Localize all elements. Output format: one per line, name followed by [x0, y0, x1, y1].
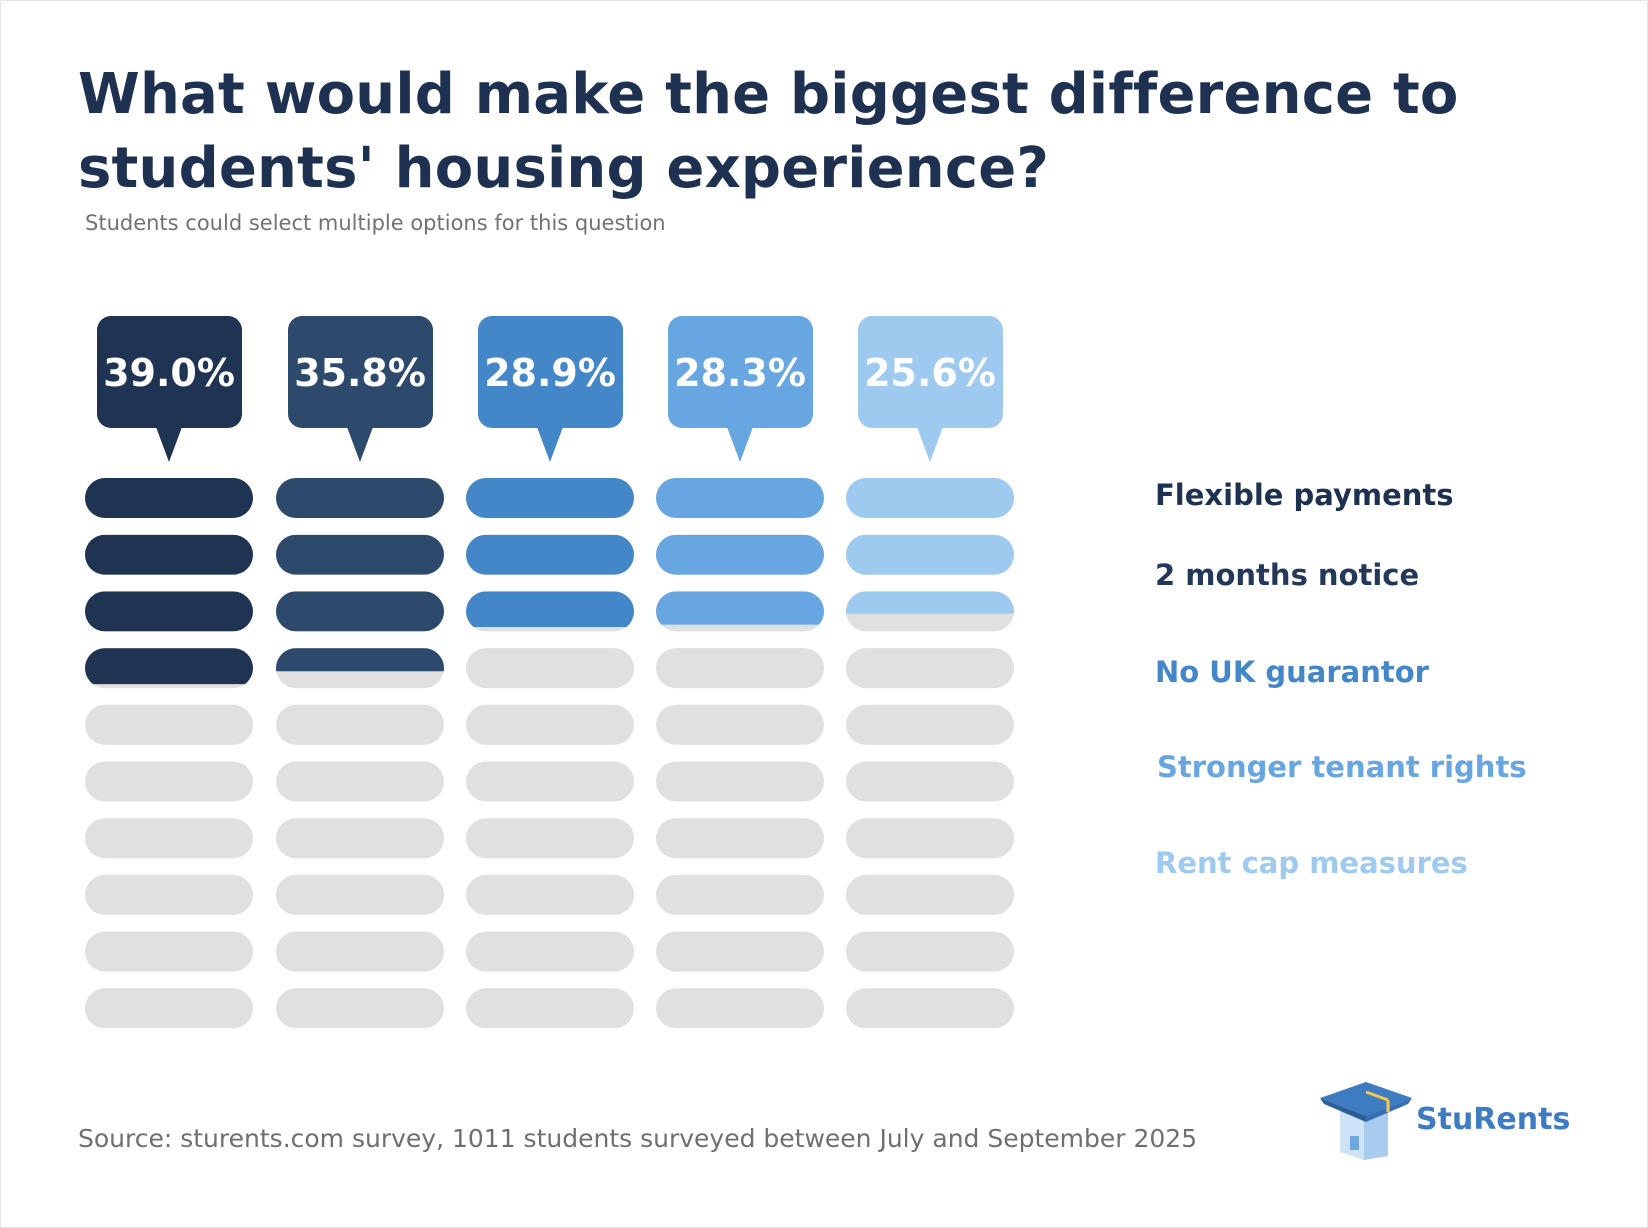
empty-pill — [466, 931, 634, 972]
legend-item-rent-cap-measures: Rent cap measures — [1155, 846, 1468, 880]
empty-pill — [656, 818, 824, 859]
value-bubble-pointer — [727, 427, 753, 462]
filled-pill — [846, 478, 1014, 518]
empty-pill — [656, 874, 824, 915]
empty-pill — [276, 988, 444, 1029]
brand-name: StuRents — [1416, 1102, 1571, 1137]
filled-pill — [466, 591, 634, 628]
filled-pill — [85, 478, 253, 518]
value-bubble-pointer — [917, 427, 943, 462]
empty-pill — [276, 874, 444, 915]
empty-pill — [656, 931, 824, 972]
graduation-cap-house-icon — [1320, 1082, 1412, 1160]
empty-pill — [466, 988, 634, 1029]
value-label: 35.8% — [294, 351, 426, 395]
filled-pill — [85, 648, 253, 685]
value-bubble — [97, 316, 242, 428]
filled-pill — [85, 534, 253, 575]
value-label: 39.0% — [103, 351, 235, 395]
chart-subtitle: Students could select multiple options f… — [85, 211, 666, 235]
value-label: 25.6% — [864, 351, 996, 395]
legend-item-stronger-tenant-rights: Stronger tenant rights — [1157, 750, 1527, 784]
filled-pill — [466, 478, 634, 518]
empty-pill — [276, 931, 444, 972]
empty-pill — [85, 874, 253, 915]
empty-pill — [85, 931, 253, 972]
value-label: 28.9% — [484, 351, 616, 395]
value-bubble-pointer — [156, 427, 182, 462]
empty-pill — [656, 648, 824, 689]
empty-pill — [276, 761, 444, 802]
empty-pill — [846, 704, 1014, 745]
filled-pill — [276, 534, 444, 575]
value-bubble — [478, 316, 623, 428]
legend-item-flexible-payments: Flexible payments — [1155, 478, 1454, 512]
empty-pill — [276, 704, 444, 745]
source-note: Source: sturents.com survey, 1011 studen… — [78, 1124, 1198, 1153]
value-bubble-pointer — [347, 427, 373, 462]
sturents-logo[interactable]: StuRents — [1318, 1080, 1571, 1160]
filled-pill — [656, 534, 824, 575]
empty-pill — [846, 988, 1014, 1029]
empty-pill — [466, 874, 634, 915]
value-label: 28.3% — [674, 351, 806, 395]
filled-pill — [85, 591, 253, 632]
chart-title: What would make the biggest difference t… — [78, 62, 1459, 201]
legend-item-no-uk-guarantor: No UK guarantor — [1155, 655, 1429, 689]
empty-pill — [466, 818, 634, 859]
empty-pill — [846, 931, 1014, 972]
empty-pill — [846, 874, 1014, 915]
value-bubble-pointer — [537, 427, 563, 462]
filled-pill — [276, 648, 444, 672]
filled-pill — [846, 534, 1014, 575]
empty-pill — [846, 818, 1014, 859]
empty-pill — [656, 704, 824, 745]
filled-pill — [276, 478, 444, 518]
empty-pill — [85, 761, 253, 802]
filled-pill — [466, 534, 634, 575]
empty-pill — [85, 988, 253, 1029]
legend-item-2-months-notice: 2 months notice — [1155, 558, 1420, 592]
value-bubble — [668, 316, 813, 428]
empty-pill — [846, 761, 1014, 802]
value-bubble — [858, 316, 1003, 428]
empty-pill — [656, 988, 824, 1029]
filled-pill — [656, 478, 824, 518]
filled-pill — [276, 591, 444, 632]
empty-pill — [85, 704, 253, 745]
empty-pill — [276, 818, 444, 859]
empty-pill — [466, 704, 634, 745]
value-bubble — [288, 316, 433, 428]
filled-pill — [846, 591, 1014, 614]
filled-pill — [656, 591, 824, 625]
empty-pill — [85, 818, 253, 859]
empty-pill — [466, 648, 634, 689]
empty-pill — [846, 648, 1014, 689]
empty-pill — [466, 761, 634, 802]
empty-pill — [656, 761, 824, 802]
